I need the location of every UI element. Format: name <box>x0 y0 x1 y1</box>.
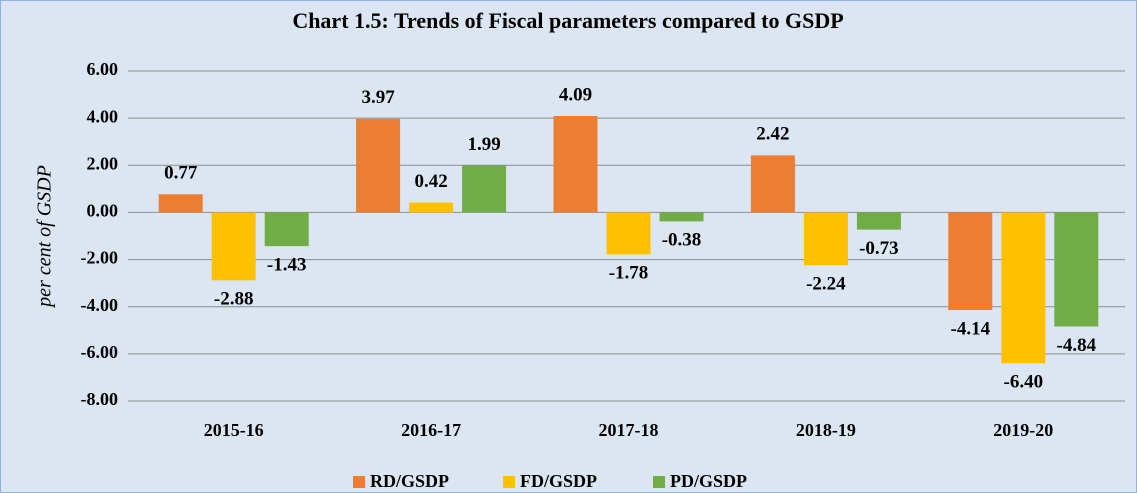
data-label: 2.42 <box>756 124 789 145</box>
bar <box>264 212 309 247</box>
data-label: -1.43 <box>267 254 307 275</box>
bar <box>1001 212 1046 364</box>
data-label: 4.09 <box>559 84 592 105</box>
legend-swatch <box>503 476 515 488</box>
data-label: -0.38 <box>662 230 702 251</box>
x-tick-label: 2017-18 <box>599 420 659 440</box>
legend-label: RD/GSDP <box>370 471 449 491</box>
bar <box>211 212 256 281</box>
data-label: -4.14 <box>951 318 991 339</box>
y-tick-label: 0.00 <box>87 201 119 221</box>
data-label: -2.24 <box>806 274 846 295</box>
data-label: 1.99 <box>467 134 500 155</box>
bar <box>1054 212 1099 327</box>
bar <box>409 202 454 213</box>
data-label: 0.77 <box>164 163 198 184</box>
chart-title: Chart 1.5: Trends of Fiscal parameters c… <box>292 8 843 33</box>
bar <box>356 118 401 213</box>
x-tick-label: 2015-16 <box>204 420 264 440</box>
bar <box>750 155 795 213</box>
y-axis-title: per cent of GSDP <box>34 165 56 309</box>
data-label: -4.84 <box>1057 335 1097 356</box>
bar <box>553 116 598 213</box>
x-tick-label: 2018-19 <box>796 420 856 440</box>
bar <box>803 212 848 266</box>
x-tick-label: 2016-17 <box>401 420 461 440</box>
data-label: -1.78 <box>609 263 649 284</box>
legend-swatch <box>653 476 665 488</box>
bar <box>856 212 901 230</box>
data-label: 3.97 <box>361 87 395 108</box>
bar <box>606 212 651 255</box>
bar <box>659 212 704 222</box>
data-label: -0.73 <box>859 238 899 259</box>
data-label: -2.88 <box>214 289 254 310</box>
y-tick-label: -8.00 <box>81 389 119 409</box>
y-tick-label: 4.00 <box>87 106 119 126</box>
y-tick-label: -6.00 <box>81 342 119 362</box>
y-tick-label: -2.00 <box>81 248 119 268</box>
y-tick-label: 2.00 <box>87 153 119 173</box>
data-label: 0.42 <box>414 171 447 192</box>
x-tick-label: 2019-20 <box>993 420 1053 440</box>
bar <box>948 212 993 311</box>
y-tick-label: -4.00 <box>81 295 119 315</box>
legend-swatch <box>353 476 365 488</box>
bar <box>462 165 507 213</box>
data-label: -6.40 <box>1004 372 1044 393</box>
bar <box>158 194 203 213</box>
y-tick-label: 6.00 <box>87 59 119 79</box>
legend-label: FD/GSDP <box>520 471 597 491</box>
legend-label: PD/GSDP <box>670 471 747 491</box>
